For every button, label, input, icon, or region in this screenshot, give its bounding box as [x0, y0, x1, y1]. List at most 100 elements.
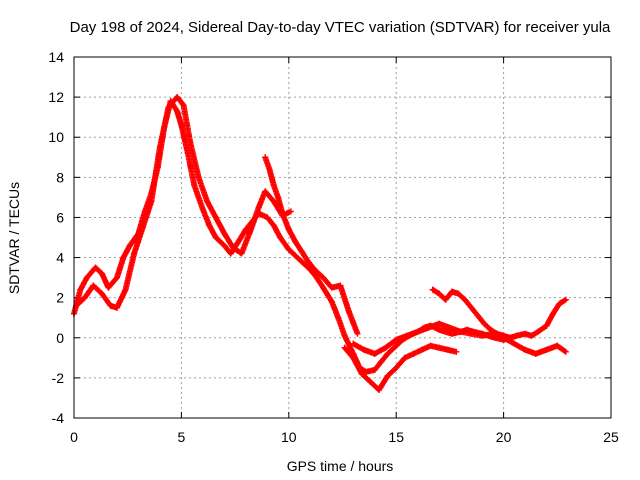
data-point	[446, 324, 453, 331]
data-point	[528, 332, 535, 339]
data-point	[206, 222, 213, 229]
data-point	[429, 286, 436, 293]
data-point	[227, 250, 234, 257]
data-point	[270, 198, 277, 205]
data-point	[98, 270, 105, 277]
data-point	[562, 348, 569, 355]
data-point	[311, 266, 318, 273]
data-point	[199, 206, 206, 213]
data-point	[562, 296, 569, 303]
data-point	[481, 320, 488, 327]
data-point	[371, 350, 378, 357]
data-point	[479, 332, 486, 339]
data-point	[285, 246, 292, 253]
data-point	[337, 282, 344, 289]
data-point	[255, 204, 262, 211]
data-point	[468, 304, 475, 311]
y-tick-label: -4	[52, 410, 65, 426]
data-point	[335, 314, 342, 321]
data-point	[178, 122, 185, 129]
data-point	[367, 378, 374, 385]
data-point	[354, 330, 361, 337]
data-point	[382, 344, 389, 351]
data-point	[126, 242, 133, 249]
data-point	[139, 224, 146, 231]
data-point	[436, 320, 443, 327]
data-point	[436, 344, 443, 351]
data-point	[313, 274, 320, 281]
data-point	[384, 372, 391, 379]
data-point	[457, 328, 464, 335]
series-track-6	[262, 154, 361, 337]
data-point	[247, 228, 254, 235]
data-point	[378, 358, 385, 365]
data-point	[393, 336, 400, 343]
data-point	[320, 284, 327, 291]
data-point	[363, 368, 370, 375]
data-point	[90, 282, 97, 289]
data-point	[474, 312, 481, 319]
data-point	[401, 354, 408, 361]
data-point	[522, 330, 529, 337]
data-point	[436, 290, 443, 297]
data-point	[292, 238, 299, 245]
data-point	[455, 290, 462, 297]
data-point	[186, 138, 193, 145]
data-point	[550, 310, 557, 317]
data-point	[221, 230, 228, 237]
data-point	[105, 284, 112, 291]
data-point	[287, 208, 294, 215]
data-point	[427, 342, 434, 349]
data-point	[513, 332, 520, 339]
data-point	[113, 274, 120, 281]
data-point	[393, 364, 400, 371]
y-tick-label: 12	[48, 89, 64, 105]
data-point	[98, 290, 105, 297]
data-point	[532, 350, 539, 357]
data-point	[371, 366, 378, 373]
data-point	[229, 244, 236, 251]
data-point	[174, 108, 181, 115]
y-tick-label: 4	[56, 250, 64, 266]
data-point	[376, 386, 383, 393]
data-point	[131, 250, 138, 257]
data-point	[212, 234, 219, 241]
data-point	[507, 334, 514, 341]
data-point	[174, 94, 181, 101]
data-point	[350, 340, 357, 347]
data-point	[292, 252, 299, 259]
data-point	[107, 302, 114, 309]
series-trace	[262, 154, 360, 336]
y-tick-label: 14	[48, 49, 64, 65]
data-point	[191, 182, 198, 189]
data-point	[442, 328, 449, 335]
x-tick-label: 5	[178, 429, 186, 445]
data-point	[320, 274, 327, 281]
data-point	[113, 304, 120, 311]
data-point	[384, 350, 391, 357]
data-point	[350, 354, 357, 361]
data-point	[234, 240, 241, 247]
data-point	[341, 332, 348, 339]
data-point	[449, 288, 456, 295]
data-point	[270, 222, 277, 229]
data-point	[461, 296, 468, 303]
series-track-4	[350, 320, 569, 357]
data-point	[81, 294, 88, 301]
data-point	[444, 346, 451, 353]
data-point	[522, 346, 529, 353]
data-point	[120, 254, 127, 261]
data-point	[262, 188, 269, 195]
data-point	[554, 342, 561, 349]
data-layer	[71, 94, 569, 393]
series-track-3	[341, 342, 460, 393]
data-point	[298, 258, 305, 265]
data-point	[148, 198, 155, 205]
y-tick-label: 2	[56, 290, 64, 306]
series-track-5	[429, 286, 514, 341]
data-point	[83, 274, 90, 281]
data-point	[410, 350, 417, 357]
tick-layer: 0 5 10 15 20 25 -4 -2 0 2 4 6 8 10 12 14	[48, 49, 619, 445]
data-point	[221, 242, 228, 249]
